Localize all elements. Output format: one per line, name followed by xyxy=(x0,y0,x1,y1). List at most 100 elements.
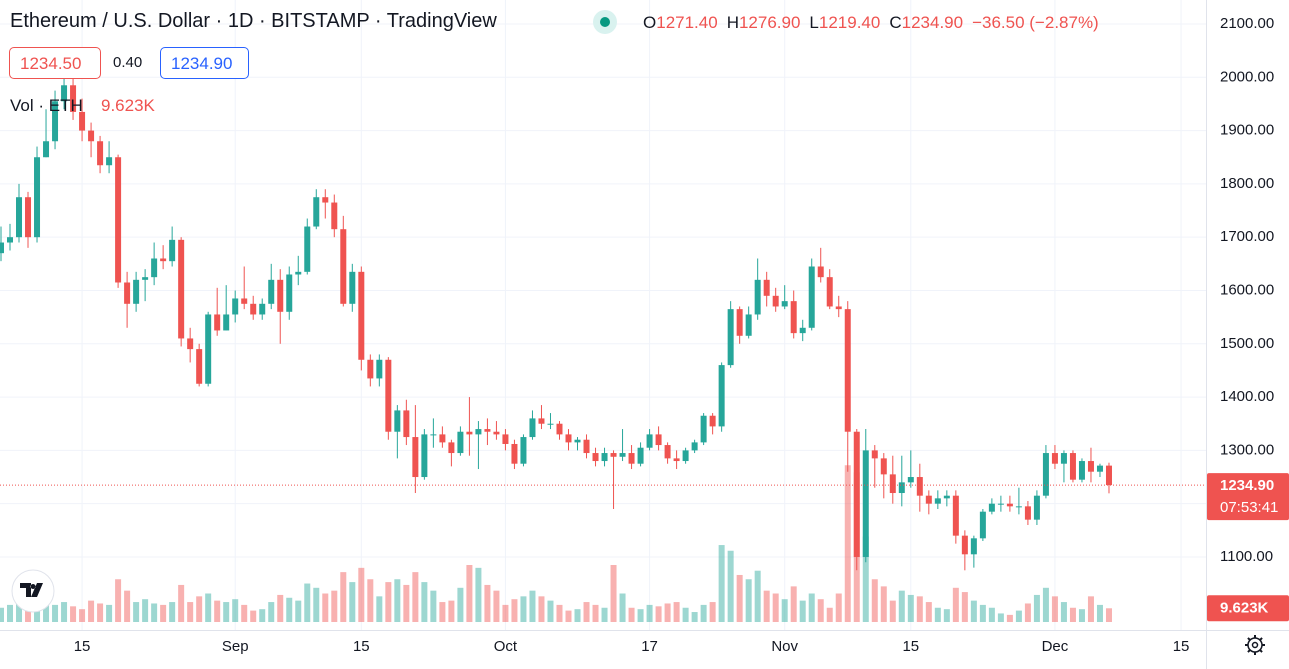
candle-body xyxy=(610,453,617,457)
volume-bar xyxy=(763,590,770,622)
volume-bar xyxy=(583,602,590,622)
candle-body xyxy=(61,85,68,102)
tv-logo xyxy=(11,569,55,613)
volume-bar xyxy=(1042,587,1049,622)
candle-body xyxy=(925,495,932,504)
gear-ring xyxy=(1247,637,1263,653)
volume-bar xyxy=(961,592,968,622)
candle-body xyxy=(313,197,320,227)
volume-bar xyxy=(250,610,257,622)
volume-bar xyxy=(376,596,383,622)
candle-body xyxy=(214,314,221,331)
volume-bar xyxy=(1006,614,1013,622)
volume-bar xyxy=(448,600,455,622)
candle-body xyxy=(799,327,806,334)
volume-bar xyxy=(223,602,230,622)
status-dot xyxy=(600,17,610,27)
candle-body xyxy=(979,511,986,539)
gear-hub xyxy=(1251,641,1259,649)
volume-bar xyxy=(205,593,212,622)
volume-bar xyxy=(466,565,473,622)
volume-bar xyxy=(151,603,158,622)
volume-bar xyxy=(403,584,410,622)
candle-body xyxy=(889,474,896,494)
candle-body xyxy=(1042,453,1049,496)
volume-bar xyxy=(916,596,923,622)
candle-body xyxy=(16,197,23,238)
volume-bar xyxy=(655,606,662,622)
volume-bar xyxy=(718,545,725,622)
candle-body xyxy=(592,453,599,462)
candle-body xyxy=(232,298,239,315)
candle-body xyxy=(853,431,860,557)
volume-bar xyxy=(997,613,1004,622)
candle-body xyxy=(70,85,77,112)
volume-bar xyxy=(268,602,275,622)
volume-title: Vol · ETH xyxy=(10,96,83,115)
candle-body xyxy=(178,239,185,339)
volume-bar xyxy=(520,596,527,622)
candle-body xyxy=(259,303,266,315)
buy-button[interactable]: 1234.90 xyxy=(160,47,249,79)
candle-body xyxy=(727,309,734,366)
volume-bar xyxy=(889,600,896,622)
volume-bar xyxy=(106,604,113,622)
candle-body xyxy=(952,495,959,536)
volume-bar xyxy=(511,599,518,622)
candle-body xyxy=(682,450,689,462)
volume-bar xyxy=(898,590,905,622)
candle-body xyxy=(547,423,554,425)
legend-key: O xyxy=(643,13,657,32)
volume-bar xyxy=(646,604,653,622)
volume-bar xyxy=(637,609,644,622)
settings-icon[interactable] xyxy=(1245,635,1265,655)
candle-body xyxy=(511,443,518,464)
candle-body xyxy=(916,477,923,496)
candle-body xyxy=(268,279,275,304)
volume-bar xyxy=(160,604,167,622)
y-tick-label: 1800.00 xyxy=(1220,175,1274,192)
volume-bar xyxy=(259,609,266,622)
candle-body xyxy=(142,277,149,280)
volume-bar xyxy=(88,600,95,622)
volume-tag-label: 9.623K xyxy=(1220,599,1269,616)
candle-body xyxy=(43,141,50,158)
volume-bar xyxy=(439,602,446,622)
candle-body xyxy=(151,258,158,278)
volume-tag xyxy=(1207,595,1289,622)
candle-body xyxy=(394,410,401,432)
gear-tooth xyxy=(1259,637,1263,641)
volume-bar xyxy=(1087,596,1094,622)
volume-bar xyxy=(457,587,464,622)
volume-bar xyxy=(493,590,500,622)
candle-body xyxy=(421,434,428,478)
sell-button[interactable]: 1234.50 xyxy=(9,47,101,79)
candle-body xyxy=(358,271,365,360)
volume-bar xyxy=(601,607,608,622)
y-tick-label: 1100.00 xyxy=(1220,548,1273,565)
volume-bar xyxy=(619,593,626,622)
volume-bar xyxy=(115,579,122,622)
volume-bar xyxy=(772,593,779,622)
candle-body xyxy=(718,365,725,427)
volume-bar xyxy=(286,597,293,622)
candle-body xyxy=(34,157,41,238)
candle-body xyxy=(169,239,176,262)
candle-body xyxy=(817,266,824,278)
gear-tooth xyxy=(1247,649,1251,653)
candle-body xyxy=(961,535,968,555)
volume-bar xyxy=(430,590,437,622)
volume-bar xyxy=(1060,602,1067,622)
candle-body xyxy=(502,434,509,444)
candle-body xyxy=(133,279,140,304)
candle-body xyxy=(565,434,572,443)
candle-body xyxy=(160,258,167,262)
volume-bar xyxy=(988,607,995,622)
volume-bar xyxy=(142,599,149,622)
candle-body xyxy=(331,202,338,230)
volume-bar xyxy=(196,596,203,622)
candle-body xyxy=(1051,453,1058,464)
market-status[interactable] xyxy=(593,10,617,34)
volume-bar xyxy=(169,602,176,622)
candle-body xyxy=(340,229,347,304)
